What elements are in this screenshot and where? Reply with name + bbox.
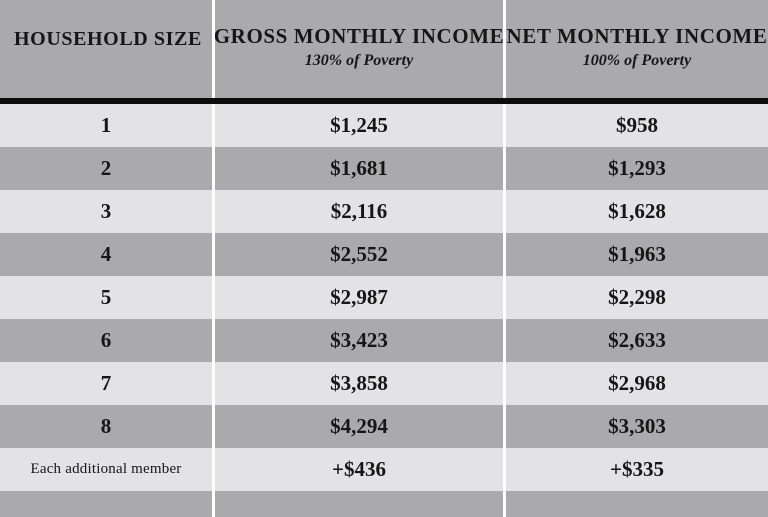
header-divider-rule	[0, 98, 768, 104]
net-income-value: $3,303	[608, 414, 666, 438]
net-income-cell: $3,303	[506, 405, 768, 448]
household-size-value: 3	[100, 199, 112, 223]
table-row: 8 $4,294 $3,303	[0, 405, 768, 448]
net-income-value: $958	[616, 113, 658, 137]
gross-income-cell	[215, 491, 503, 517]
table-row: 6 $3,423 $2,633	[0, 319, 768, 362]
net-income-cell: $1,293	[506, 147, 768, 190]
household-size-cell: 3	[0, 190, 212, 233]
net-income-value: $1,628	[608, 199, 666, 223]
household-size-cell: 4	[0, 233, 212, 276]
header-household-size: HOUSEHOLD SIZE	[0, 0, 212, 98]
gross-income-value: $3,423	[330, 328, 388, 352]
gross-income-cell: $3,858	[215, 362, 503, 405]
household-size-cell: 7	[0, 362, 212, 405]
gross-income-cell: +$436	[215, 448, 503, 491]
column-subtitle: 130% of Poverty	[304, 52, 414, 70]
gross-income-cell: $1,245	[215, 104, 503, 147]
household-size-value: Each additional member	[30, 461, 182, 477]
table-row: 3 $2,116 $1,628	[0, 190, 768, 233]
gross-income-value: $2,552	[330, 242, 388, 266]
gross-income-value: $2,987	[330, 285, 388, 309]
net-income-cell: $2,298	[506, 276, 768, 319]
net-income-cell: +$335	[506, 448, 768, 491]
gross-income-cell: $4,294	[215, 405, 503, 448]
household-size-cell: 8	[0, 405, 212, 448]
net-income-value: +$335	[610, 457, 664, 481]
gross-income-value: $1,681	[330, 156, 388, 180]
table-row-additional-member: Each additional member +$436 +$335	[0, 448, 768, 491]
column-title: GROSS MONTHLY INCOME	[215, 24, 503, 48]
header-row: HOUSEHOLD SIZE GROSS MONTHLY INCOME 130%…	[0, 0, 768, 98]
net-income-value: $2,968	[608, 371, 666, 395]
household-size-cell: Each additional member	[0, 448, 212, 491]
gross-income-value: $2,116	[330, 199, 388, 223]
column-subtitle: 100% of Poverty	[582, 52, 692, 70]
gross-income-value: $3,858	[330, 371, 388, 395]
household-size-cell: 5	[0, 276, 212, 319]
header-gross-monthly-income: GROSS MONTHLY INCOME 130% of Poverty	[215, 0, 503, 98]
net-income-value: $2,633	[608, 328, 666, 352]
table-row: 5 $2,987 $2,298	[0, 276, 768, 319]
net-income-cell: $2,633	[506, 319, 768, 362]
table-row-empty-partial	[0, 491, 768, 517]
table-row: 1 $1,245 $958	[0, 104, 768, 147]
household-size-value: 4	[100, 242, 112, 266]
header-net-monthly-income: NET MONTHLY INCOME 100% of Poverty	[506, 0, 768, 98]
household-size-value: 5	[100, 285, 112, 309]
net-income-cell: $1,628	[506, 190, 768, 233]
household-size-value: 8	[100, 414, 112, 438]
table-row: 4 $2,552 $1,963	[0, 233, 768, 276]
household-size-value: 6	[100, 328, 112, 352]
net-income-cell: $958	[506, 104, 768, 147]
net-income-value: $1,293	[608, 156, 666, 180]
gross-income-value: $1,245	[330, 113, 388, 137]
column-title: HOUSEHOLD SIZE	[14, 28, 202, 50]
gross-income-cell: $2,987	[215, 276, 503, 319]
net-income-value: $2,298	[608, 285, 666, 309]
net-income-cell: $2,968	[506, 362, 768, 405]
table-row: 2 $1,681 $1,293	[0, 147, 768, 190]
household-size-value: 1	[100, 113, 112, 137]
household-size-cell: 1	[0, 104, 212, 147]
household-size-cell: 2	[0, 147, 212, 190]
gross-income-value: +$436	[332, 457, 386, 481]
gross-income-cell: $2,552	[215, 233, 503, 276]
column-title: NET MONTHLY INCOME	[506, 24, 768, 48]
net-income-cell: $1,963	[506, 233, 768, 276]
gross-income-value: $4,294	[330, 414, 388, 438]
household-size-cell	[0, 491, 212, 517]
gross-income-cell: $2,116	[215, 190, 503, 233]
gross-income-cell: $1,681	[215, 147, 503, 190]
net-income-value: $1,963	[608, 242, 666, 266]
gross-income-cell: $3,423	[215, 319, 503, 362]
household-size-cell: 6	[0, 319, 212, 362]
net-income-cell	[506, 491, 768, 517]
household-size-value: 7	[100, 371, 112, 395]
household-size-value: 2	[100, 156, 112, 180]
table-row: 7 $3,858 $2,968	[0, 362, 768, 405]
